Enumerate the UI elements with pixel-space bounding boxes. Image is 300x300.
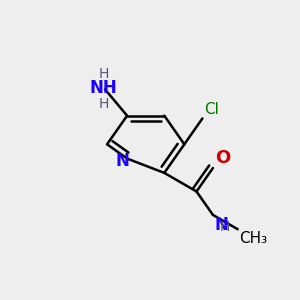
Text: H: H: [220, 220, 230, 234]
Text: N: N: [116, 152, 130, 170]
Text: Cl: Cl: [204, 102, 219, 117]
Text: H: H: [98, 67, 109, 81]
Text: CH₃: CH₃: [239, 231, 267, 246]
Text: NH: NH: [90, 79, 118, 97]
Text: N: N: [214, 216, 228, 234]
Text: O: O: [215, 148, 230, 166]
Text: H: H: [98, 97, 109, 110]
